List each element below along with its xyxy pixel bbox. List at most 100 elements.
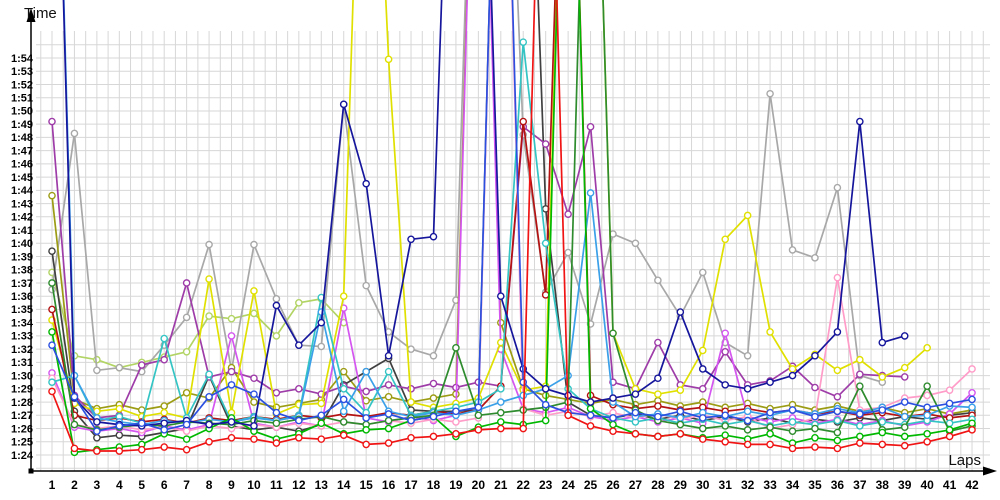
x-tick-label: 15 [359,478,373,492]
data-point-blue [115,422,124,430]
data-point-dark-green [721,422,730,430]
y-tick-label: 1:48 [11,132,33,144]
data-point-yellow [205,275,213,283]
data-point-red [93,447,101,455]
data-point-green [384,424,393,433]
data-point-pink [923,391,931,400]
data-point-red [70,444,79,453]
x-tick-label: 14 [337,478,351,492]
data-point-olive [339,367,348,376]
y-tick-label: 1:53 [11,66,33,78]
data-point-blue [945,399,954,408]
y-tick-label: 1:54 [11,53,34,65]
data-point-purple [429,379,438,388]
x-tick-label: 39 [898,478,912,492]
data-point-navy [295,341,303,349]
y-tick-label: 1:27 [11,410,33,422]
data-point-navy [743,385,752,393]
data-point-purple [182,279,191,287]
data-point-pink [452,418,460,426]
data-point-light-green [272,332,281,340]
data-point-navy [833,328,842,336]
data-point-red [968,426,976,434]
data-point-navy [900,332,909,340]
data-point-cyan [856,422,864,430]
x-tick-label: 25 [584,478,598,492]
data-point-purple [227,367,236,376]
y-tick-label: 1:41 [11,225,33,237]
data-point-navy [339,100,348,109]
x-tick-label: 23 [539,478,553,492]
data-point-blue [295,416,303,425]
data-point-olive [182,389,191,397]
data-point-yellow [766,328,774,336]
data-point-gray [564,248,572,257]
data-point-navy [496,292,505,301]
data-point-pink [833,273,842,282]
data-point-cyan [833,416,842,425]
data-point-cyan [788,418,797,426]
data-point-gray [317,342,326,351]
x-tick-label: 2 [71,478,78,492]
x-tick-label: 24 [561,478,575,492]
data-point-green [317,419,326,428]
data-point-purple [721,347,730,356]
data-point-blue [676,407,685,416]
data-point-red [227,433,236,442]
data-point-blue [317,411,326,420]
data-point-blue [429,412,438,421]
data-point-dark-green [70,420,79,429]
data-point-red [833,444,842,453]
data-point-dark-gray [93,433,101,442]
data-point-navy [766,378,774,387]
data-point-navy [654,374,662,383]
series-lines [48,0,976,457]
data-point-dark-gray [48,247,56,256]
data-point-blue [182,420,191,429]
data-point-dark-green [811,424,819,433]
data-point-green [721,431,730,439]
data-point-cyan [48,378,56,387]
data-point-blue [250,390,258,398]
data-point-red [878,440,887,449]
data-point-red [676,430,685,438]
data-point-navy [631,390,640,398]
x-tick-label: 35 [808,478,822,492]
data-point-red [250,435,258,443]
data-point-light-blue [339,407,348,416]
x-tick-label: 17 [404,478,418,492]
series-line-dark-gray [51,0,973,439]
data-point-red [160,443,168,451]
data-point-gray [811,254,819,262]
data-point-dark-green [609,329,617,338]
data-point-blue [474,403,483,412]
data-point-blue [452,407,460,416]
x-tick-label: 11 [270,478,283,492]
x-tick-label: 22 [517,478,531,492]
data-point-navy [227,418,236,426]
data-point-blue [160,426,168,434]
data-point-dark-green [676,420,685,429]
y-tick-label: 1:36 [11,291,33,303]
data-point-olive [160,402,168,410]
data-point-red [205,437,213,446]
data-point-green [362,426,370,434]
x-tick-label: 41 [943,478,957,492]
y-tick-label: 1:28 [11,397,33,409]
series-line-yellow [51,0,928,419]
data-point-purple [900,373,909,381]
data-point-red [788,444,797,453]
series-red [48,0,976,455]
data-point-purple [586,123,595,131]
x-tick-label: 37 [853,478,867,492]
data-point-blue [609,414,617,422]
data-point-purple [654,338,662,347]
data-point-navy [676,308,685,316]
series-line-cyan [51,41,973,427]
y-tick-label: 1:35 [11,304,33,316]
x-tick-label: 9 [228,478,235,492]
axes: Time Laps [24,5,997,476]
x-tick-label: 5 [138,478,145,492]
data-point-gray [833,183,842,192]
x-tick-label: 27 [629,478,643,492]
